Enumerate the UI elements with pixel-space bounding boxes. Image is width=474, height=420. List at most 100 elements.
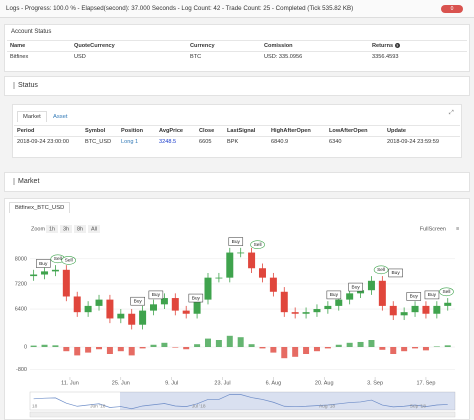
zoom-button-bg[interactable] [46, 225, 58, 233]
logs-text: Logs - Progress: 100.0 % - Elapsed(secon… [6, 5, 354, 12]
navigator-label: Sep '18 [410, 403, 426, 409]
cell: Long 1 [118, 136, 156, 147]
candle-body [95, 299, 103, 306]
signal-flag [406, 292, 422, 301]
indicator-bar [183, 347, 190, 350]
candle-body [258, 268, 266, 278]
indicator-bar [139, 347, 146, 349]
signal-label: Buy [134, 298, 143, 304]
indicator-bar [292, 347, 299, 357]
zoom-button-bg[interactable] [60, 225, 72, 233]
x-tick-label: 25. Jun [112, 380, 130, 386]
indicator-bar [313, 347, 320, 352]
signal-label: Buy [232, 239, 241, 245]
zoom-button[interactable]: 8h [77, 226, 83, 232]
header-cell: Period [14, 125, 82, 137]
candle-body [269, 277, 277, 292]
candle-body [117, 313, 125, 319]
indicator-bar [204, 338, 211, 347]
header-cell: Update [384, 125, 460, 137]
candle-body [73, 296, 81, 313]
header-cell: Comission [261, 40, 369, 52]
indicator-bar [412, 347, 419, 349]
signal-flag [326, 290, 342, 300]
candle-body [226, 252, 234, 278]
cell: 6840.9 [268, 136, 326, 147]
zoom-button-bg[interactable] [74, 225, 86, 233]
zoom-button-bg[interactable] [88, 225, 100, 233]
status-panel: Market Asset ⤢ Period Symbol Position Av… [12, 104, 462, 158]
tab[interactable]: Asset [53, 114, 68, 120]
indicator-bar [422, 347, 429, 351]
market-header: Market [4, 172, 470, 192]
x-tick-label: 6. Aug [266, 380, 282, 386]
account-panel: Account Status Name QuoteCurrency Curren… [4, 24, 470, 72]
zoom-label: Zoom [31, 226, 45, 232]
navigator-window[interactable] [120, 392, 455, 410]
cell: Bitfinex [7, 51, 71, 62]
indicator-bar [30, 345, 37, 347]
navigator-label: 18 [32, 403, 38, 409]
cell: USD [71, 51, 187, 62]
indicator-bar [41, 344, 48, 347]
fullscreen-button[interactable]: FullScreen [420, 226, 446, 232]
navigator-label: Jul '18 [192, 403, 206, 409]
indicator-bar [194, 344, 201, 347]
indicator-bar [96, 347, 103, 350]
signal-label: Sell [65, 258, 73, 264]
tab[interactable]: Market [17, 111, 47, 122]
candle-body [41, 271, 49, 275]
header-cell: LastSignal [224, 125, 268, 137]
header-cell: LowAfterOpen [326, 125, 384, 137]
account-title: Account Status [11, 29, 52, 35]
account-table: Name QuoteCurrency Currency Comission Re… [7, 40, 467, 62]
candle-body [346, 293, 354, 300]
logs-bar: Logs - Progress: 100.0 % - Elapsed(secon… [0, 0, 474, 18]
header-cell: Currency [187, 40, 261, 52]
candle-body [106, 299, 114, 319]
candle-body [171, 298, 179, 311]
signal-flag [61, 256, 76, 265]
y-tick-label: 8000 [15, 256, 27, 262]
header-row: Period Symbol Position AvgPrice Close La… [14, 125, 460, 137]
indicator-bar [433, 346, 440, 347]
tab[interactable]: Bitfinex_BTC_USD [9, 202, 71, 213]
indicator-bar [357, 341, 364, 347]
candle-body [280, 291, 288, 313]
scrollbar[interactable] [29, 411, 456, 418]
indicator-bar [85, 347, 92, 353]
error-badge[interactable]: 0 [441, 5, 463, 13]
signal-flag [148, 290, 164, 300]
signal-flag [424, 290, 440, 300]
signal-label: Sell [254, 242, 262, 248]
menu-icon: ≡ [456, 226, 459, 232]
indicator-bar [444, 345, 451, 347]
x-tick-label: 9. Jul [165, 380, 178, 386]
expand-icon[interactable]: ⤢ [449, 110, 454, 116]
indicator-bar [368, 340, 375, 347]
indicator-bar [215, 340, 222, 347]
candle-body [335, 299, 343, 306]
signal-label: Buy [410, 294, 419, 300]
candle-body [150, 304, 158, 311]
signal-label: Buy [428, 292, 437, 298]
signal-label: Buy [330, 292, 339, 298]
candle-body [400, 312, 408, 316]
market-title: Market [13, 178, 39, 185]
header-cell: QuoteCurrency [71, 40, 187, 52]
zoom-button[interactable]: 3h [63, 226, 69, 232]
indicator-bar [74, 347, 81, 356]
candle-body [444, 302, 452, 306]
candle-body [139, 310, 147, 325]
zoom-button[interactable]: All [91, 226, 97, 232]
cell: 6340 [326, 136, 384, 147]
x-tick-label: 11. Jun [61, 380, 79, 386]
help-icon[interactable]: ? [394, 43, 400, 48]
candle-body [367, 280, 375, 291]
signal-label: Buy [391, 270, 400, 276]
status-title: Status [13, 82, 38, 89]
zoom-button[interactable]: 1h [49, 226, 55, 232]
cell: BTC_USD [82, 136, 118, 147]
